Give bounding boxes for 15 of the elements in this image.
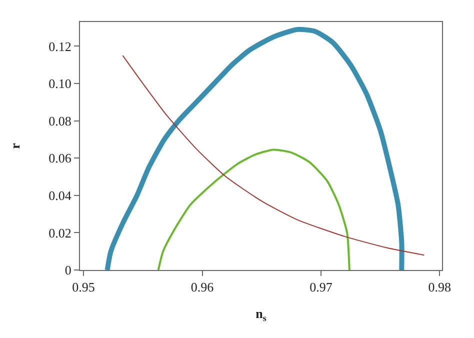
x-tick-label: 0.96	[190, 280, 214, 295]
y-tick-label: 0.04	[48, 188, 72, 203]
line-series	[157, 148, 350, 270]
line-series	[122, 55, 425, 256]
y-tick-label: 0.10	[48, 76, 72, 92]
x-axis-title: n$_{s}$	[256, 306, 267, 323]
x-tick-label: 0.95	[72, 280, 95, 295]
y-tick-label: 0	[64, 262, 72, 278]
y-tick-label: 0.08	[48, 113, 72, 128]
y-tick-label: 0.06	[48, 150, 72, 166]
x-tick-label: 0.98	[428, 280, 452, 295]
y-tick-label: 0.02	[48, 225, 72, 240]
y-tick-label: 0.12	[48, 38, 72, 54]
x-tick-label: 0.97	[310, 280, 333, 295]
y-axis-title: r	[8, 142, 23, 149]
